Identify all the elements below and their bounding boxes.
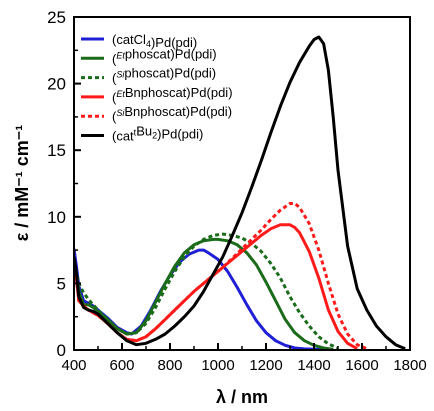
legend-label: (Etphoscat)Pd(pdi) bbox=[112, 46, 217, 66]
legend: (catCl4)Pd(pdi)(Etphoscat)Pd(pdi)(Siphos… bbox=[81, 32, 233, 144]
y-tick-label: 25 bbox=[47, 8, 66, 27]
y-tick-label: 20 bbox=[47, 75, 66, 94]
x-tick-label: 600 bbox=[109, 357, 134, 374]
x-tick-label: 400 bbox=[61, 357, 86, 374]
x-tick-label: 800 bbox=[157, 357, 182, 374]
tick-layer: 400 600 800 1000 1200 1400 1600 1800 0 5 10 15 20 25 bbox=[47, 8, 427, 374]
series-line bbox=[74, 232, 339, 350]
y-axis-label: ε / mM⁻¹ cm⁻¹ bbox=[12, 125, 32, 242]
legend-label: (EtBnphoscat)Pd(pdi) bbox=[112, 85, 233, 105]
x-tick-label: 1600 bbox=[345, 357, 378, 374]
legend-label: (catCl4)Pd(pdi) bbox=[112, 32, 197, 50]
x-tick-label: 1800 bbox=[393, 357, 426, 374]
y-tick-label: 15 bbox=[47, 141, 66, 160]
series-line bbox=[74, 202, 368, 350]
y-tick-label: 0 bbox=[57, 341, 66, 360]
legend-label: (SiBnphoscat)Pd(pdi) bbox=[112, 104, 232, 124]
series-line bbox=[74, 248, 334, 350]
legend-label: (Siphoscat)Pd(pdi) bbox=[112, 66, 216, 86]
y-tick-label: 10 bbox=[47, 208, 66, 227]
y-tick-label: 5 bbox=[57, 274, 66, 293]
series-line bbox=[74, 35, 406, 350]
series-line bbox=[74, 237, 334, 350]
x-tick-label: 1000 bbox=[201, 357, 234, 374]
x-tick-label: 1400 bbox=[297, 357, 330, 374]
x-tick-label: 1200 bbox=[249, 357, 282, 374]
legend-label: (cattBu2)Pd(pdi) bbox=[112, 124, 203, 144]
x-axis-label: λ / nm bbox=[216, 387, 268, 407]
series-layer bbox=[74, 35, 406, 350]
